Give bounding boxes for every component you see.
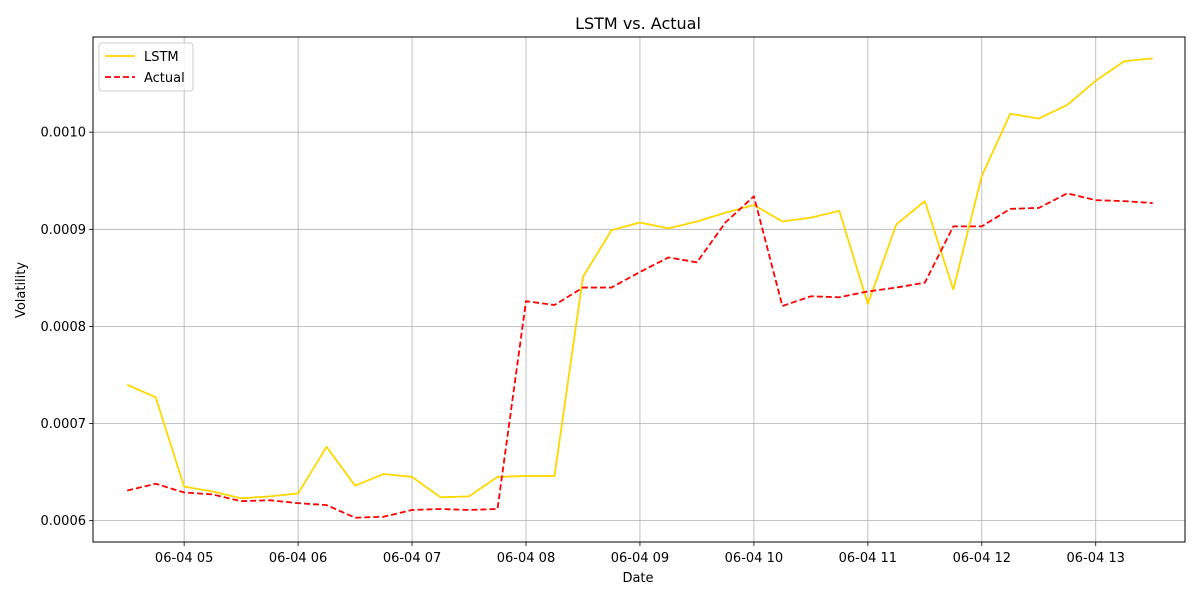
grid [93,37,1185,542]
x-axis: 06-04 05 06-04 06 06-04 07 06-04 08 06-04 09… [155,542,1125,566]
legend-label-actual: Actual [144,71,185,86]
x-tick-label: 06-04 10 [725,551,783,566]
legend: LSTM Actual [98,42,194,92]
legend-box [98,42,194,92]
y-tick-label: 0.0010 [41,126,87,141]
y-tick-label: 0.0006 [41,514,87,529]
chart-title: LSTM vs. Actual [575,14,701,33]
series-line-lstm [126,57,1153,500]
x-tick-label: 06-04 06 [269,551,327,566]
x-axis-label: Date [622,571,653,586]
x-tick-label: 06-04 11 [839,551,897,566]
y-axis: 0.0006 0.0007 0.0008 0.0009 0.0010 [41,126,93,529]
series-layer [126,57,1153,519]
x-tick-label: 06-04 12 [953,551,1011,566]
x-tick-label: 06-04 09 [611,551,669,566]
y-tick-label: 0.0008 [41,320,87,335]
plot-area-frame [92,36,1186,543]
y-tick-label: 0.0009 [41,223,87,238]
x-tick-label: 06-04 05 [155,551,213,566]
series-line-actual [126,192,1153,519]
y-axis-label: Volatility [14,262,29,318]
x-tick-label: 06-04 08 [497,551,555,566]
y-tick-label: 0.0007 [41,417,87,432]
x-tick-label: 06-04 07 [383,551,441,566]
legend-label-lstm: LSTM [144,50,179,65]
x-tick-label: 06-04 13 [1067,551,1125,566]
